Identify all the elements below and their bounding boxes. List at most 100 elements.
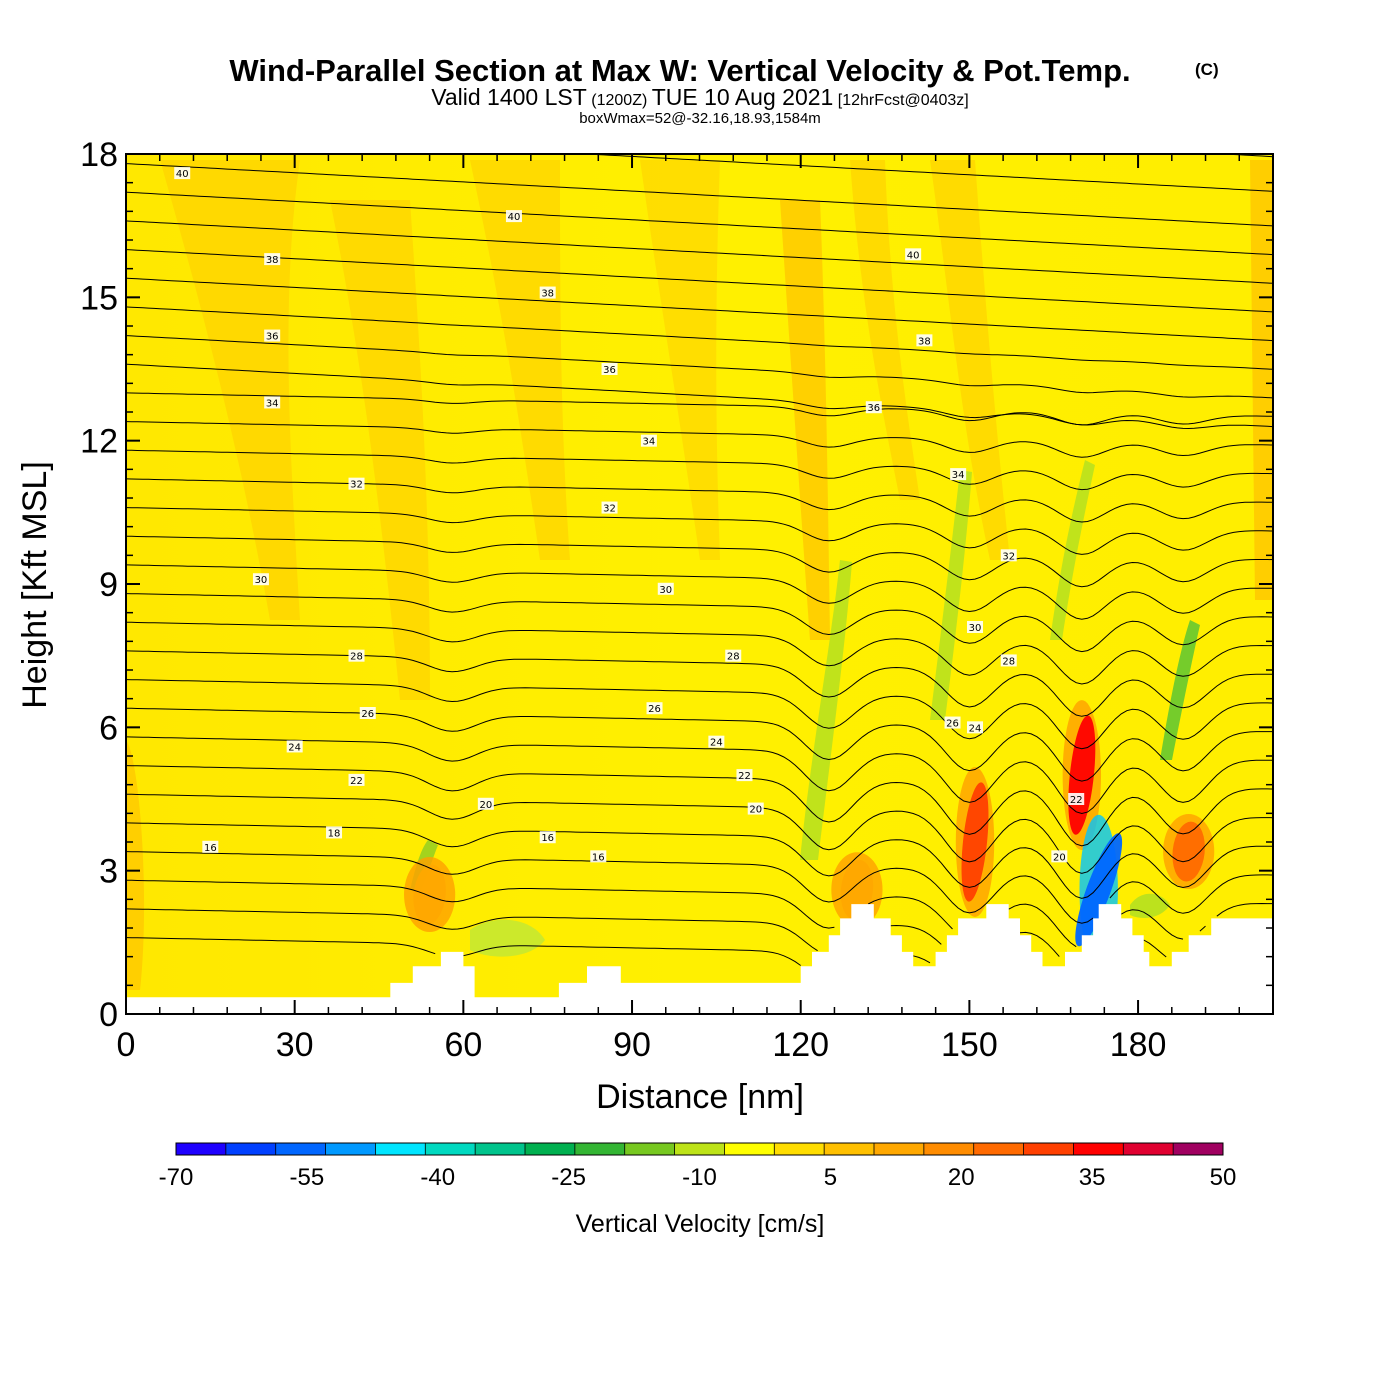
- chart-subtitle-boxwmax: boxWmax=52@-32.16,18.93,1584m: [579, 110, 821, 127]
- contour-label: 36: [603, 365, 616, 376]
- theta-contour: [126, 879, 1273, 948]
- theta-contour: [126, 306, 1273, 370]
- shade-band: [850, 160, 920, 500]
- contour-label-bg: [286, 740, 303, 753]
- contour-label-bg: [326, 826, 343, 839]
- contour-label-bg: [202, 840, 219, 853]
- theta-contour: [126, 363, 1273, 430]
- contour-label-bg: [657, 582, 674, 595]
- contour-label-bg: [174, 167, 191, 180]
- contour-label-bg: [1068, 793, 1085, 805]
- contour-label: 16: [541, 833, 554, 844]
- theta-contour: [126, 478, 1273, 523]
- contour-label-bg: [646, 702, 663, 715]
- x-tick-label: 60: [444, 1026, 482, 1064]
- contour-label: 20: [749, 805, 762, 816]
- theta-contour: [126, 191, 1273, 256]
- theta-contour: [126, 564, 1273, 620]
- subtitle-valid: Valid 1400 LST: [431, 84, 587, 110]
- contour-label: 40: [176, 169, 189, 180]
- shade-downdraft: [800, 560, 852, 860]
- contour-label: 24: [969, 723, 982, 734]
- colorbar-frame: [175, 1142, 1224, 1156]
- shade-band: [780, 200, 830, 640]
- contour-label: 32: [350, 480, 363, 491]
- colorbar-swatch: [375, 1143, 426, 1155]
- colorbar-swatch: [525, 1143, 576, 1155]
- contour-label: 36: [266, 332, 279, 343]
- contour-label: 34: [643, 437, 656, 448]
- contour-label: 40: [907, 250, 920, 261]
- x-axis-label: Distance [nm]: [596, 1078, 804, 1116]
- velocity-feature: [1172, 821, 1205, 882]
- contour-label: 16: [204, 843, 217, 854]
- theta-contour: [126, 621, 1273, 685]
- contour-label-bg: [348, 773, 365, 786]
- contour-label: 38: [541, 289, 554, 300]
- shade-band: [470, 160, 570, 560]
- contour-label: 24: [288, 742, 301, 753]
- colorbar-swatch: [574, 1143, 626, 1155]
- colorbar-swatch: [425, 1143, 476, 1155]
- contour-label: 32: [603, 504, 616, 515]
- colorbar-swatch: [1123, 1143, 1174, 1155]
- colorbar-swatch: [1023, 1143, 1074, 1155]
- theta-contour: [126, 822, 1273, 899]
- velocity-features: [404, 700, 1215, 965]
- theta-contour: [126, 535, 1273, 588]
- colorbar-swatch: [624, 1143, 676, 1155]
- velocity-shading: [126, 160, 1273, 990]
- shade-downdraft: [1050, 460, 1095, 640]
- colorbar-swatch: [225, 1143, 277, 1155]
- y-tick-label: 3: [99, 853, 118, 891]
- terrain-mask: [126, 904, 1273, 1014]
- contour-label-bg: [1051, 850, 1068, 863]
- theta-contour: [126, 163, 1273, 227]
- contour-label-bg: [725, 649, 742, 662]
- shade-band: [640, 160, 720, 560]
- contour-label-bg: [708, 735, 725, 748]
- shade-band: [1250, 160, 1273, 600]
- colorbar-swatch: [824, 1143, 875, 1155]
- contour-label: 30: [255, 575, 268, 586]
- contour-label: 36: [867, 403, 880, 414]
- colorbar-swatch: [1073, 1143, 1124, 1155]
- contour-label: 18: [328, 828, 341, 839]
- contour-labels: 40 40 40 38 38 38 36 36 36 34 34 34 32 32 32 30 30 30 28 28…: [174, 167, 1085, 863]
- theta-contour: [126, 220, 1273, 284]
- contour-label: 26: [361, 709, 374, 720]
- theta-contour: [126, 736, 1273, 815]
- shade-downdraft: [1130, 893, 1170, 918]
- contour-label-bg: [590, 850, 607, 863]
- colorbar-swatch: [923, 1143, 975, 1155]
- shade-band: [930, 160, 1010, 560]
- colorbar-tick-label: 50: [1210, 1164, 1237, 1191]
- contour-label-bg: [539, 286, 556, 299]
- colorbar-swatch: [475, 1143, 526, 1155]
- colorbar-swatch: [874, 1143, 925, 1155]
- colorbar-swatch: [724, 1143, 775, 1155]
- colorbar: -70 -55 -40 -25 -10 5 20 35 50: [159, 1142, 1237, 1191]
- contour-label: 20: [1053, 852, 1066, 863]
- theta-contour: [126, 249, 1273, 313]
- contour-label: 28: [727, 652, 740, 663]
- theta-contour: [126, 0, 1273, 53]
- contour-label-bg: [905, 248, 922, 261]
- y-tick-label: 6: [99, 709, 118, 747]
- contour-label-bg: [1000, 654, 1017, 667]
- colorbar-label: Vertical Velocity [cm/s]: [576, 1210, 825, 1238]
- theta-contour: [126, 0, 1273, 18]
- colorbar-tick-label: 35: [1079, 1164, 1106, 1191]
- contour-label: 22: [1070, 795, 1083, 806]
- theta-contour: [126, 937, 931, 966]
- theta-contour: [126, 449, 1273, 491]
- colorbar-swatch: [774, 1143, 825, 1155]
- contour-label: 24: [710, 738, 723, 749]
- contour-label-bg: [967, 721, 984, 734]
- contour-label: 22: [350, 776, 363, 787]
- y-tick-label: 9: [99, 566, 118, 604]
- theta-contour: [126, 335, 1273, 399]
- contour-label-bg: [967, 621, 984, 633]
